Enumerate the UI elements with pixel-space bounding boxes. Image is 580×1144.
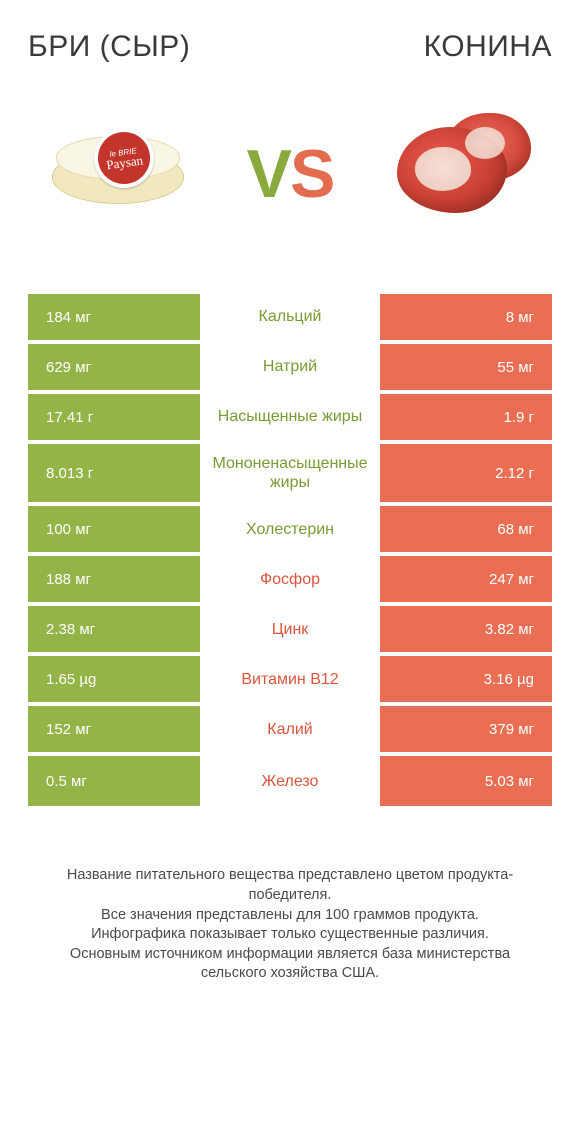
product-right-image bbox=[374, 104, 544, 244]
value-left: 152 мг bbox=[28, 706, 200, 752]
value-left: 17.41 г bbox=[28, 394, 200, 440]
nutrient-label: Витамин B12 bbox=[200, 656, 380, 702]
value-right: 247 мг bbox=[380, 556, 552, 602]
value-right: 379 мг bbox=[380, 706, 552, 752]
nutrient-label: Цинк bbox=[200, 606, 380, 652]
comparison-row: 2.38 мгЦинк3.82 мг bbox=[28, 606, 552, 656]
comparison-row: 184 мгКальций8 мг bbox=[28, 294, 552, 344]
title-right: КОНИНА bbox=[424, 30, 552, 64]
value-left: 8.013 г bbox=[28, 444, 200, 502]
title-left: БРИ (СЫР) bbox=[28, 30, 190, 64]
footer-line: Основным источником информации является … bbox=[36, 945, 544, 984]
comparison-row: 100 мгХолестерин68 мг bbox=[28, 506, 552, 556]
meat-icon bbox=[379, 109, 539, 239]
vs-label: VS bbox=[247, 135, 334, 213]
value-right: 3.16 µg bbox=[380, 656, 552, 702]
value-right: 3.82 мг bbox=[380, 606, 552, 652]
value-left: 629 мг bbox=[28, 344, 200, 390]
comparison-row: 188 мгФосфор247 мг bbox=[28, 556, 552, 606]
value-right: 2.12 г bbox=[380, 444, 552, 502]
value-left: 184 мг bbox=[28, 294, 200, 340]
header: БРИ (СЫР) КОНИНА bbox=[28, 30, 552, 64]
value-left: 188 мг bbox=[28, 556, 200, 602]
value-left: 0.5 мг bbox=[28, 756, 200, 806]
footer-line: Название питательного вещества представл… bbox=[36, 866, 544, 905]
nutrient-label: Калий bbox=[200, 706, 380, 752]
cheese-label-big: Paysan bbox=[106, 154, 144, 171]
nutrient-label: Кальций bbox=[200, 294, 380, 340]
value-left: 2.38 мг bbox=[28, 606, 200, 652]
infographic-container: БРИ (СЫР) КОНИНА le BRIE Paysan VS bbox=[0, 0, 580, 1004]
comparison-table: 184 мгКальций8 мг629 мгНатрий55 мг17.41 … bbox=[28, 294, 552, 806]
nutrient-label: Железо bbox=[200, 756, 380, 806]
comparison-row: 17.41 гНасыщенные жиры1.9 г bbox=[28, 394, 552, 444]
value-left: 100 мг bbox=[28, 506, 200, 552]
value-left: 1.65 µg bbox=[28, 656, 200, 702]
cheese-icon: le BRIE Paysan bbox=[46, 114, 196, 234]
value-right: 55 мг bbox=[380, 344, 552, 390]
nutrient-label: Насыщенные жиры bbox=[200, 394, 380, 440]
hero-row: le BRIE Paysan VS bbox=[28, 104, 552, 244]
nutrient-label: Натрий bbox=[200, 344, 380, 390]
comparison-row: 0.5 мгЖелезо5.03 мг bbox=[28, 756, 552, 806]
footer-line: Все значения представлены для 100 граммо… bbox=[36, 906, 544, 926]
footer-line: Инфографика показывает только существенн… bbox=[36, 925, 544, 945]
nutrient-label: Фосфор bbox=[200, 556, 380, 602]
value-right: 68 мг bbox=[380, 506, 552, 552]
value-right: 5.03 мг bbox=[380, 756, 552, 806]
nutrient-label: Мононенасыщенные жиры bbox=[200, 444, 380, 502]
footer-notes: Название питательного вещества представл… bbox=[28, 866, 552, 983]
comparison-row: 629 мгНатрий55 мг bbox=[28, 344, 552, 394]
comparison-row: 152 мгКалий379 мг bbox=[28, 706, 552, 756]
value-right: 1.9 г bbox=[380, 394, 552, 440]
nutrient-label: Холестерин bbox=[200, 506, 380, 552]
vs-s: S bbox=[290, 136, 333, 212]
product-left-image: le BRIE Paysan bbox=[36, 104, 206, 244]
comparison-row: 8.013 гМононенасыщенные жиры2.12 г bbox=[28, 444, 552, 506]
comparison-row: 1.65 µgВитамин B123.16 µg bbox=[28, 656, 552, 706]
vs-v: V bbox=[247, 136, 290, 212]
value-right: 8 мг bbox=[380, 294, 552, 340]
